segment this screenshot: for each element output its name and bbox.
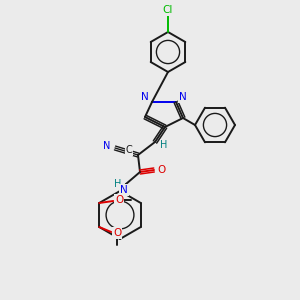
Text: O: O	[158, 165, 166, 175]
Text: Cl: Cl	[163, 5, 173, 15]
Text: O: O	[113, 228, 121, 238]
Text: C: C	[126, 145, 132, 155]
Text: O: O	[115, 195, 123, 205]
Text: H: H	[114, 179, 122, 189]
Text: N: N	[141, 92, 149, 102]
Text: N: N	[179, 92, 187, 102]
Text: H: H	[160, 140, 168, 150]
Text: N: N	[103, 141, 111, 151]
Text: N: N	[120, 185, 128, 195]
